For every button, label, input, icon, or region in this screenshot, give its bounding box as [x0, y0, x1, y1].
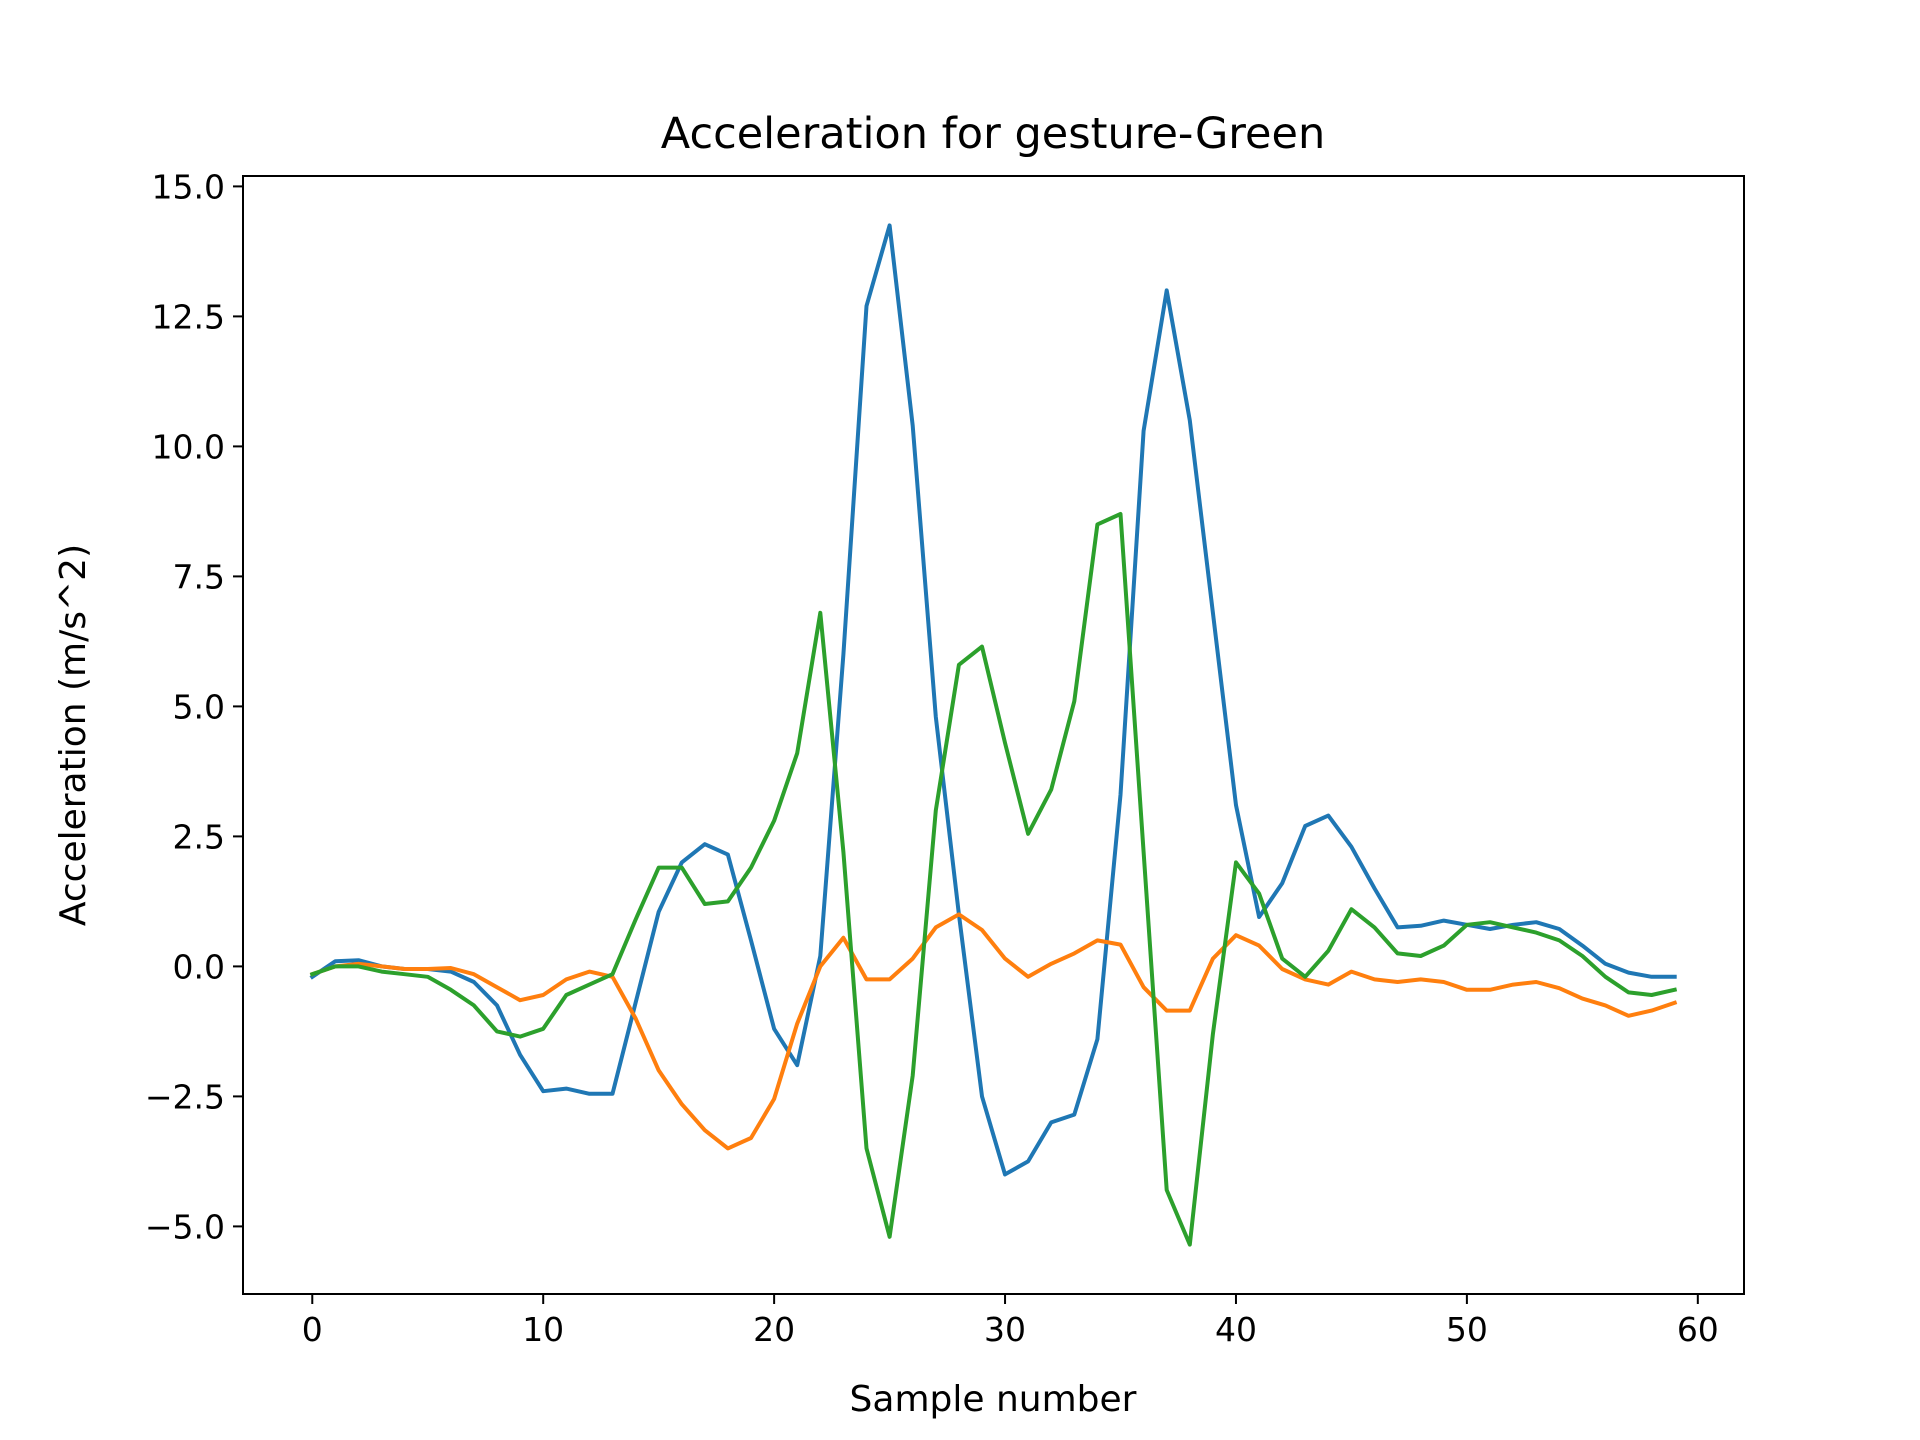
y-tick-label: 10.0 — [152, 427, 225, 466]
y-tick-label: −5.0 — [145, 1207, 225, 1246]
y-axis: −5.0 −2.5 0.0 2.5 5.0 7.5 10.0 12.5 15.0 — [145, 167, 243, 1246]
plot-frame — [242, 175, 1745, 1295]
chart-title: Acceleration for gesture-Green — [661, 109, 1325, 159]
series-layer — [309, 223, 1678, 1247]
y-tick-label: −2.5 — [145, 1077, 225, 1116]
x-tick-label: 40 — [1215, 1310, 1257, 1349]
x-tick-label: 30 — [984, 1310, 1026, 1349]
x-axis-title: Sample number — [850, 1379, 1137, 1420]
series-line-2 — [309, 912, 1678, 1151]
x-axis: 0 10 20 30 40 50 60 — [302, 1294, 1719, 1349]
y-tick-label: 7.5 — [173, 557, 225, 596]
y-tick-label: 5.0 — [173, 687, 225, 726]
x-tick-label: 0 — [302, 1310, 323, 1349]
x-tick-label: 10 — [522, 1310, 564, 1349]
y-tick-label: 0.0 — [173, 947, 225, 986]
y-tick-label: 15.0 — [152, 167, 225, 206]
x-tick-label: 20 — [753, 1310, 795, 1349]
series-line-3 — [309, 512, 1678, 1247]
series-line-1 — [309, 223, 1677, 1177]
x-tick-label: 60 — [1677, 1310, 1719, 1349]
y-tick-label: 2.5 — [173, 817, 225, 856]
y-axis-title: Acceleration (m/s^2) — [53, 544, 94, 926]
x-tick-label: 50 — [1446, 1310, 1488, 1349]
y-tick-label: 12.5 — [152, 297, 225, 336]
